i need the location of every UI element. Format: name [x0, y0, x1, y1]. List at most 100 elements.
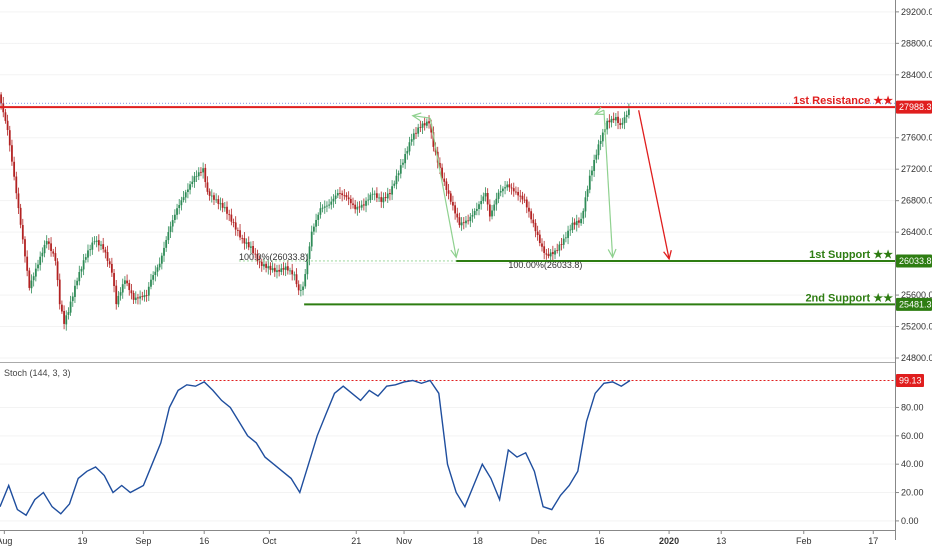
candle-body	[219, 203, 222, 205]
candle	[195, 170, 198, 183]
candle	[378, 193, 380, 202]
candle-body	[284, 266, 287, 270]
candle	[104, 246, 107, 259]
candle-body	[204, 167, 207, 182]
candle	[467, 214, 470, 225]
candle-body	[297, 284, 300, 291]
candle	[627, 103, 630, 119]
candle-body	[525, 199, 528, 208]
candle-body	[551, 252, 554, 255]
candle	[382, 192, 385, 209]
candle-body	[560, 244, 563, 245]
candle	[4, 108, 7, 124]
time-axis-label: 18	[473, 536, 483, 546]
candle	[475, 202, 478, 216]
candle	[493, 200, 496, 217]
candle-body	[250, 246, 252, 248]
candle	[284, 262, 287, 277]
candle	[488, 199, 491, 222]
stoch-axis-label: 40.00	[901, 459, 924, 469]
candle	[530, 208, 533, 224]
candle-body	[289, 270, 291, 272]
candle-body	[223, 207, 226, 209]
candle	[501, 186, 504, 198]
candle-body	[241, 237, 244, 239]
candle-body	[441, 167, 443, 179]
candle	[113, 269, 115, 293]
candle	[410, 133, 413, 146]
candle	[252, 241, 254, 260]
candle-body	[399, 165, 402, 174]
candle-body	[206, 182, 209, 192]
time-axis-label: 16	[595, 536, 605, 546]
candle-body	[126, 280, 128, 284]
candle-body	[58, 279, 61, 305]
candle	[184, 189, 187, 203]
candle-body	[497, 192, 500, 199]
candle	[326, 201, 328, 213]
candle	[260, 258, 263, 272]
candle	[167, 226, 170, 245]
fib-left-label: 100.0%(26033.8)	[239, 252, 308, 262]
candle-body	[286, 266, 289, 271]
candle-body	[54, 253, 57, 261]
time-axis-label: 17	[868, 536, 878, 546]
candle	[282, 262, 285, 276]
candle-body	[21, 225, 24, 240]
candle-body	[506, 184, 509, 188]
stoch-axis[interactable]: 0.00 20.00 40.00 60.00 80.00	[895, 402, 924, 526]
candle-body	[256, 253, 259, 262]
time-axis[interactable]: Aug 19 Sep 16 Oct 21 Nov 18 Dec 16 2020 13 Feb 17	[0, 530, 878, 546]
candle	[147, 282, 150, 302]
candle-body	[354, 204, 357, 210]
candle-body	[65, 315, 68, 325]
candle-body	[538, 234, 541, 244]
candle	[469, 213, 472, 228]
candle-body	[282, 268, 285, 270]
candle-body	[586, 189, 589, 197]
candle-body	[373, 193, 376, 195]
candle-body	[362, 204, 365, 206]
candle-body	[97, 240, 100, 246]
candle-body	[15, 176, 18, 194]
candle-body	[567, 230, 569, 238]
candle	[454, 201, 457, 220]
candle-body	[226, 206, 228, 214]
candle-body	[380, 197, 383, 202]
candle	[156, 264, 159, 277]
candle	[336, 189, 339, 199]
candle	[286, 259, 289, 275]
candle-body	[267, 266, 270, 269]
candle	[243, 232, 246, 250]
candle-body	[228, 214, 231, 216]
candle-body	[321, 207, 324, 209]
candle-body	[482, 196, 485, 202]
candle	[512, 182, 515, 197]
candle-body	[532, 219, 535, 224]
candle	[315, 213, 317, 233]
candle	[41, 247, 44, 263]
candle-body	[627, 109, 630, 116]
candle-body	[141, 296, 144, 298]
candle	[486, 188, 489, 211]
candle	[61, 300, 63, 314]
candle	[39, 251, 42, 271]
candle-body	[124, 280, 126, 284]
stoch-series-line	[0, 379, 631, 517]
candle	[45, 235, 48, 249]
candle-body	[341, 193, 344, 196]
candle	[412, 128, 415, 146]
support2-label: 2nd Support ★★	[805, 292, 893, 304]
candle	[575, 214, 578, 232]
candle	[478, 201, 480, 216]
candle	[519, 189, 522, 203]
candle-body	[593, 160, 596, 171]
candle	[297, 280, 300, 296]
candle	[347, 191, 350, 206]
candle	[102, 237, 105, 253]
candle	[187, 183, 189, 199]
candle	[595, 149, 598, 164]
candle	[482, 192, 485, 204]
candle	[391, 180, 394, 200]
stoch-axis-label: 60.00	[901, 431, 924, 441]
